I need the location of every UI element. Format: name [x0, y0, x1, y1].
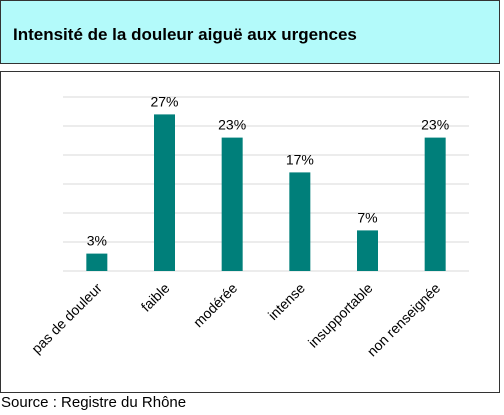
bar — [221, 137, 243, 271]
bar-chart: 3% pas de douleur 27% faible 23% modérée 17% in… — [28, 93, 469, 360]
bar — [424, 137, 446, 271]
data-label: 23% — [421, 117, 449, 133]
bar — [154, 114, 175, 272]
data-label: 17% — [286, 151, 314, 167]
category-label: non renseignée — [364, 280, 444, 360]
data-label: 7% — [357, 209, 377, 225]
data-label: 23% — [218, 117, 246, 133]
data-label: 3% — [87, 233, 107, 249]
category-label: pas de douleur — [28, 280, 105, 357]
chart-area: 3% pas de douleur 27% faible 23% modérée 17% in… — [0, 71, 500, 393]
chart-header: Intensité de la douleur aiguë aux urgenc… — [0, 0, 500, 64]
source-note: Source : Registre du Rhône — [1, 394, 187, 411]
category-label: modérée — [190, 280, 241, 331]
bar — [357, 230, 378, 271]
chart-title: Intensité de la douleur aiguë aux urgenc… — [13, 25, 357, 44]
data-label: 27% — [150, 93, 178, 109]
category-label: faible — [138, 280, 173, 315]
category-label: insupportable — [305, 280, 376, 351]
category-label: intense — [265, 280, 308, 323]
bar — [289, 172, 311, 271]
bar — [86, 253, 108, 271]
